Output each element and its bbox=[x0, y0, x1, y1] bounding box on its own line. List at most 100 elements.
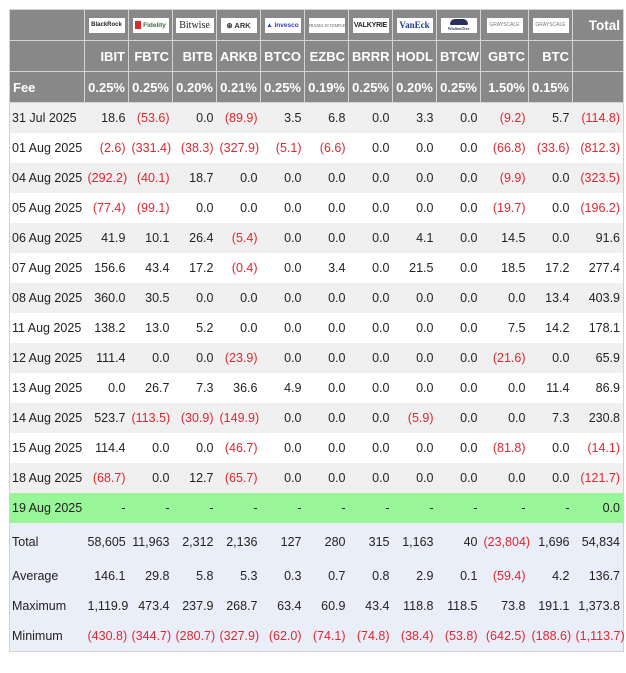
stats-cell: (430.8) bbox=[84, 621, 129, 652]
flow-cell: 18.6 bbox=[84, 102, 129, 133]
row-total-cell: 403.9 bbox=[572, 283, 624, 313]
row-total-cell: 0.0 bbox=[572, 493, 624, 523]
flow-cell: (81.8) bbox=[480, 433, 529, 463]
flow-cell: 26.4 bbox=[172, 223, 217, 253]
fee-ibit: 0.25% bbox=[84, 71, 129, 103]
row-total-cell: 178.1 bbox=[572, 313, 624, 343]
table-row: 04 Aug 2025 (292.2) (40.1) 18.7 0.0 0.0 0.0 0.0… bbox=[9, 163, 624, 193]
flow-cell: 0.0 bbox=[348, 343, 393, 373]
ticker-btcw: BTCW bbox=[436, 40, 481, 72]
stats-cell: (642.5) bbox=[480, 621, 529, 652]
stats-cell: 280 bbox=[304, 523, 349, 561]
ticker-row: IBIT FBTC BITB ARKB BTCO EZBC BRRR HODL … bbox=[9, 40, 624, 72]
ark-invest-logo-icon: ⊛ ARK bbox=[220, 17, 257, 33]
row-date: 07 Aug 2025 bbox=[9, 253, 85, 283]
table-row: 18 Aug 2025 (68.7) 0.0 12.7 (65.7) 0.0 0.0 0.0 0… bbox=[9, 463, 624, 493]
flow-cell: 0.0 bbox=[304, 373, 349, 403]
flow-cell: 0.0 bbox=[436, 193, 481, 223]
row-total-cell: (14.1) bbox=[572, 433, 624, 463]
flow-cell: 21.5 bbox=[392, 253, 437, 283]
flow-cell: 10.1 bbox=[128, 223, 173, 253]
flow-cell: 0.0 bbox=[480, 373, 529, 403]
stats-cell: 146.1 bbox=[84, 561, 129, 591]
stats-cell: 63.4 bbox=[260, 591, 305, 621]
stats-cell: 4.2 bbox=[528, 561, 573, 591]
flow-cell: 0.0 bbox=[304, 163, 349, 193]
stats-cell: 43.4 bbox=[348, 591, 393, 621]
flow-cell: (21.6) bbox=[480, 343, 529, 373]
flow-cell: 0.0 bbox=[348, 313, 393, 343]
stats-cell: (23,804) bbox=[480, 523, 530, 561]
flow-cell: - bbox=[128, 493, 173, 523]
fee-btcw: 0.25% bbox=[436, 71, 481, 103]
stats-cell: (344.7) bbox=[128, 621, 173, 652]
stats-cell: (62.0) bbox=[260, 621, 305, 652]
flow-cell: 0.0 bbox=[128, 343, 173, 373]
flow-cell: 12.7 bbox=[172, 463, 217, 493]
flow-cell: 0.0 bbox=[392, 283, 437, 313]
flow-cell: 0.0 bbox=[392, 193, 437, 223]
flow-cell: 0.0 bbox=[304, 463, 349, 493]
stats-cell: (280.7) bbox=[172, 621, 217, 652]
flow-cell: 0.0 bbox=[348, 403, 393, 433]
flow-cell: 0.0 bbox=[528, 223, 573, 253]
flow-cell: 0.0 bbox=[480, 403, 529, 433]
flow-cell: (77.4) bbox=[84, 193, 129, 223]
flow-cell: 14.5 bbox=[480, 223, 529, 253]
table-row: 15 Aug 2025 114.4 0.0 0.0 (46.7) 0.0 0.0 0.0 0.0… bbox=[9, 433, 624, 463]
row-date: 14 Aug 2025 bbox=[9, 403, 85, 433]
stats-cell: 2,312 bbox=[172, 523, 217, 561]
flow-cell: 0.0 bbox=[436, 133, 481, 163]
stats-cell: 2,136 bbox=[216, 523, 261, 561]
stats-cell: (188.6) bbox=[528, 621, 573, 652]
flow-cell: 0.0 bbox=[348, 163, 393, 193]
flow-cell: 0.0 bbox=[260, 433, 305, 463]
stats-cell: 1,373.8 bbox=[572, 591, 624, 621]
stats-row-minimum: Minimum (430.8) (344.7) (280.7) (327.9) (62.0… bbox=[9, 621, 625, 652]
flow-cell: (46.7) bbox=[216, 433, 261, 463]
stats-cell: (59.4) bbox=[480, 561, 529, 591]
row-date: 15 Aug 2025 bbox=[9, 433, 85, 463]
flow-cell: 0.0 bbox=[260, 193, 305, 223]
fee-brrr: 0.25% bbox=[348, 71, 393, 103]
flow-cell: 523.7 bbox=[84, 403, 129, 433]
stats-cell: 237.9 bbox=[172, 591, 217, 621]
stats-cell: (1,113.7) bbox=[572, 621, 625, 652]
flow-cell: (89.9) bbox=[216, 102, 261, 133]
stats-cell: 11,963 bbox=[128, 523, 173, 561]
flow-cell: 3.5 bbox=[260, 102, 305, 133]
flow-cell: 0.0 bbox=[260, 253, 305, 283]
row-date: 19 Aug 2025 bbox=[9, 493, 85, 523]
flow-cell: 0.0 bbox=[348, 102, 393, 133]
table-row: 08 Aug 2025 360.0 30.5 0.0 0.0 0.0 0.0 0.0 0.0 0.… bbox=[9, 283, 624, 313]
stats-cell: (74.8) bbox=[348, 621, 393, 652]
row-date: 18 Aug 2025 bbox=[9, 463, 85, 493]
grayscale-btc-logo-icon: GRAYSCALE bbox=[532, 17, 569, 33]
flow-cell: 0.0 bbox=[392, 463, 437, 493]
flow-cell: 0.0 bbox=[348, 373, 393, 403]
flow-cell: 360.0 bbox=[84, 283, 129, 313]
flow-cell: 0.0 bbox=[436, 343, 481, 373]
ticker-btco: BTCO bbox=[260, 40, 305, 72]
row-date: 12 Aug 2025 bbox=[9, 343, 85, 373]
row-date: 11 Aug 2025 bbox=[9, 313, 85, 343]
row-total-cell: 91.6 bbox=[572, 223, 624, 253]
flow-cell: 0.0 bbox=[436, 223, 481, 253]
stats-cell: 54,834 bbox=[572, 523, 624, 561]
flow-cell: 0.0 bbox=[392, 433, 437, 463]
flow-cell: (9.2) bbox=[480, 102, 529, 133]
ticker-ezbc: EZBC bbox=[304, 40, 349, 72]
flow-cell: 5.7 bbox=[528, 102, 573, 133]
flow-cell: 13.0 bbox=[128, 313, 173, 343]
flow-cell: 0.0 bbox=[348, 463, 393, 493]
flow-cell: - bbox=[528, 493, 573, 523]
flow-cell: 41.9 bbox=[84, 223, 129, 253]
flow-cell: 36.6 bbox=[216, 373, 261, 403]
stats-cell: 127 bbox=[260, 523, 305, 561]
flow-cell: - bbox=[392, 493, 437, 523]
table-row: 07 Aug 2025 156.6 43.4 17.2 (0.4) 0.0 3.4 0.0 21… bbox=[9, 253, 624, 283]
stats-cell: 136.7 bbox=[572, 561, 624, 591]
table-row: 05 Aug 2025 (77.4) (99.1) 0.0 0.0 0.0 0.0 0.0 0.… bbox=[9, 193, 624, 223]
flow-cell: 0.0 bbox=[172, 102, 217, 133]
fee-gbtc: 1.50% bbox=[480, 71, 529, 103]
